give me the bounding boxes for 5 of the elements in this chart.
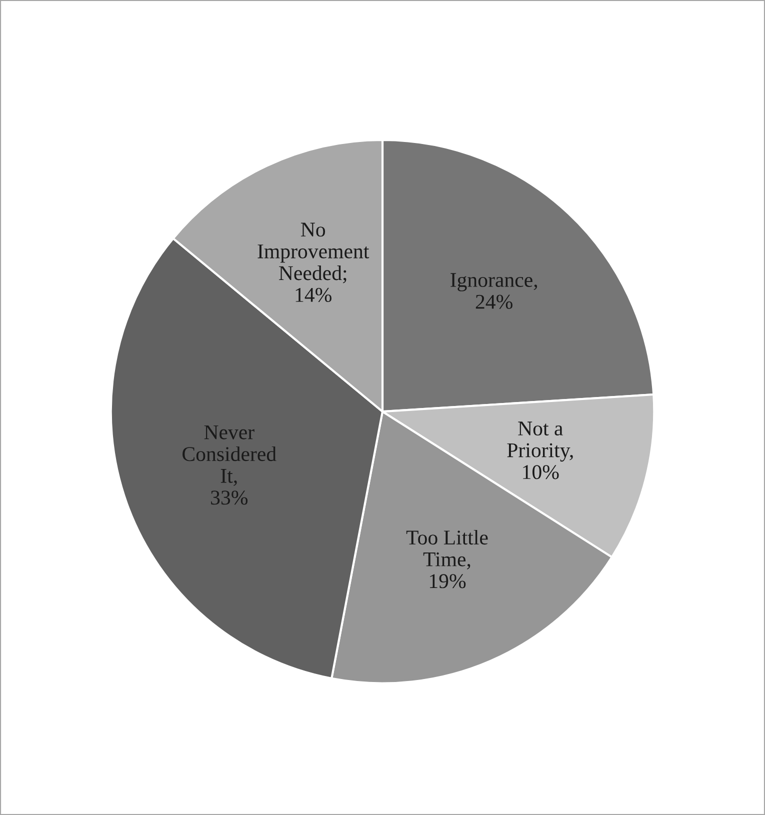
slice-label: Ignorance, 24% <box>450 273 538 309</box>
slice-label: No Improvement Needed; 14% <box>258 222 370 302</box>
slice-label: Never Considered It, 33% <box>182 425 276 505</box>
slice-label: Too Little Time, 19% <box>406 530 488 588</box>
slice-label: Not a Priority, 10% <box>507 422 573 480</box>
